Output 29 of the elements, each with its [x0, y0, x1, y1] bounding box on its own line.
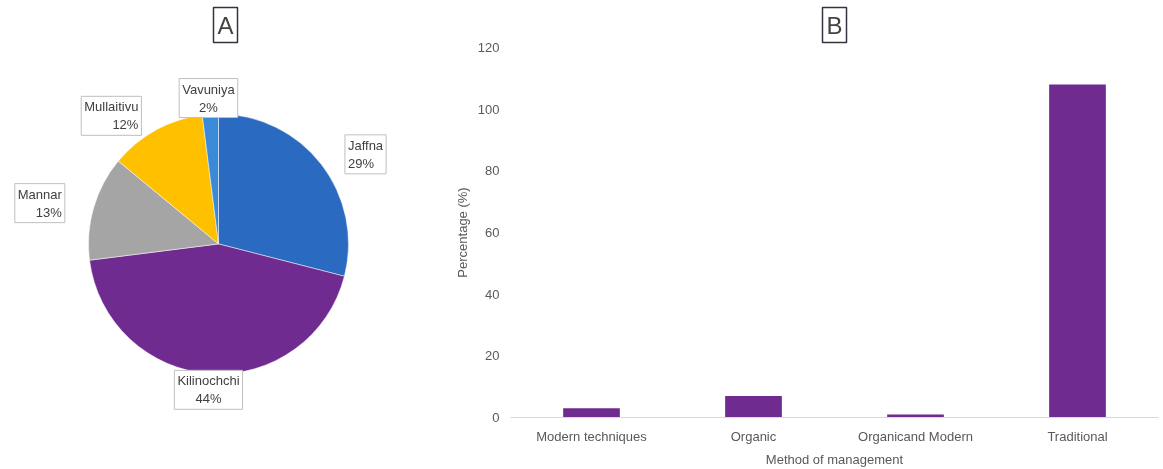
- data-label: 13%: [35, 204, 63, 220]
- x-tick-label: Traditional: [1047, 428, 1108, 444]
- y-tick-label: 20: [485, 348, 500, 364]
- data-label: 44%: [195, 391, 222, 407]
- bar: [563, 408, 620, 418]
- y-tick-label: 0: [492, 410, 500, 425]
- slice-label: Mullaitivu: [84, 99, 139, 115]
- slice-label: Kilinochchi: [177, 373, 240, 389]
- slice-label: Jaffna: [347, 137, 384, 153]
- y-tick-label: 40: [485, 286, 500, 302]
- bar: [725, 395, 782, 418]
- x-tick-label: Organic: [730, 428, 777, 444]
- y-axis-title: Percentage (%): [454, 187, 470, 278]
- y-tick-label: 100: [477, 101, 500, 117]
- bar: [887, 414, 944, 418]
- data-label: 29%: [347, 155, 375, 171]
- y-tick-label: 60: [485, 225, 500, 240]
- x-tick-label: Organicand Modern: [858, 428, 973, 444]
- slice-label: Vavuniya: [182, 81, 236, 97]
- slice-label: Mannar: [17, 186, 63, 202]
- chart-title: B: [826, 11, 843, 39]
- x-axis-title: Method of management: [765, 451, 904, 467]
- data-label: 2%: [199, 99, 219, 115]
- chart-title: A: [217, 11, 234, 39]
- data-label: 12%: [112, 117, 139, 133]
- y-tick-label: 120: [477, 40, 500, 55]
- bar: [1049, 84, 1106, 418]
- y-tick-label: 80: [485, 163, 500, 179]
- x-tick-label: Modern techniques: [536, 428, 648, 444]
